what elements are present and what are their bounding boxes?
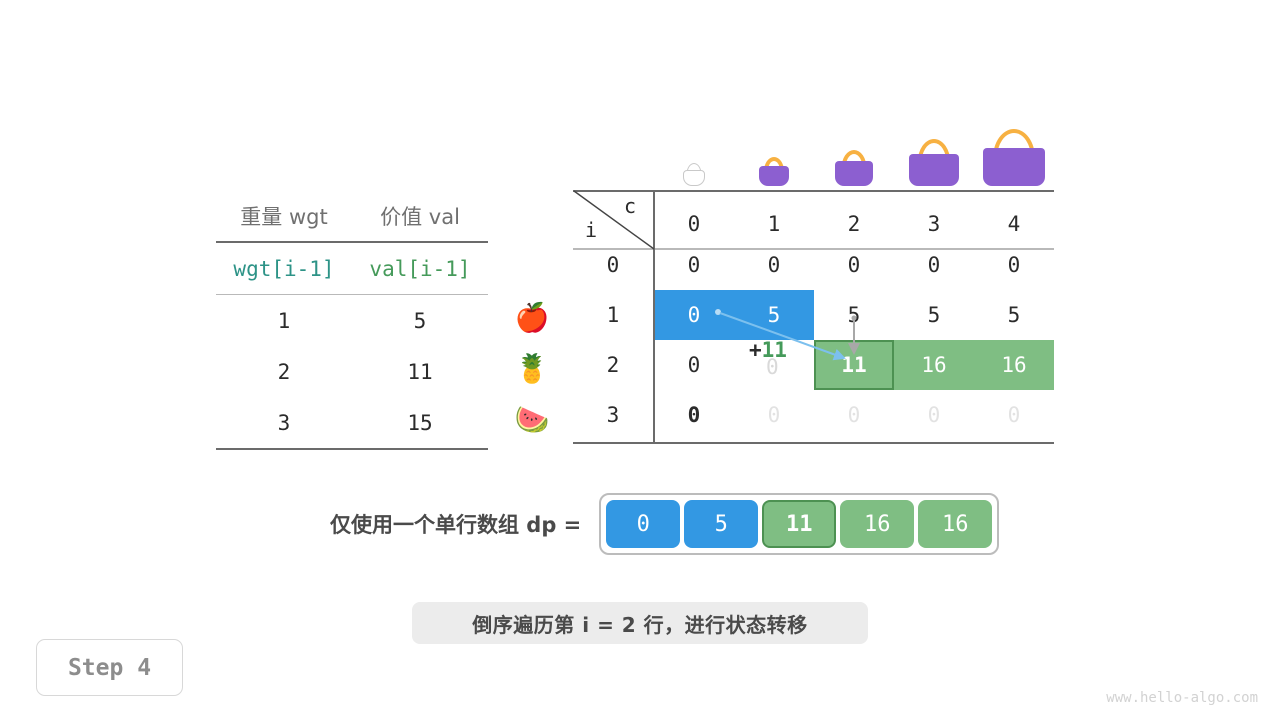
table-row: 3 15 [216, 397, 488, 449]
dp-col-header-0: 0 [687, 212, 701, 236]
dp-col-header-3: 3 [927, 212, 941, 236]
dp-cell-3-0: 0 [687, 403, 701, 427]
dp-array-cell-2[interactable]: 11 [762, 500, 837, 548]
dp-array-section: 仅使用一个单行数组 dp = 0 5 11 16 16 [330, 493, 1000, 555]
bag-slot-0 [654, 160, 734, 186]
item-value-3: 15 [407, 410, 433, 435]
dp-array-cell-0[interactable]: 0 [606, 500, 681, 548]
dp-array-cell-3[interactable]: 16 [840, 500, 915, 548]
dp-table: c i 0 1 2 3 4 0 1 2 3 0 0 0 0 0 0 5 5 5 … [573, 190, 1054, 444]
watermelon-icon: 🍉 [514, 402, 550, 436]
dp-cell-3-2: 0 [847, 403, 861, 427]
item-weight-2: 2 [277, 359, 291, 384]
dp-cell-2-3: 16 [921, 353, 947, 377]
item-table-grid: 重量 wgt 价值 val wgt[i-1] val[i-1] 1 5 2 11… [216, 190, 488, 451]
dp-cell-0-3: 0 [927, 253, 941, 277]
item-table-bottom-rule [216, 448, 488, 451]
dp-cell-0-0: 0 [687, 253, 701, 277]
caption-text: 倒序遍历第 i = 2 行，进行状态转移 [412, 602, 868, 644]
dp-cell-1-2: 5 [847, 303, 861, 327]
corner-diagonal-icon [573, 190, 655, 250]
dp-array-cell-4[interactable]: 16 [918, 500, 993, 548]
dp-cell-1-3: 5 [927, 303, 941, 327]
dp-cell-2-4: 16 [1001, 353, 1027, 377]
bag-size-1 [759, 153, 789, 186]
item-table: 重量 wgt 价值 val wgt[i-1] val[i-1] 1 5 2 11… [216, 190, 488, 451]
dp-cell-1-1: 5 [767, 303, 781, 327]
item-value-1: 5 [413, 308, 427, 333]
dp-cell-0-1: 0 [767, 253, 781, 277]
dp-cell-1-4: 5 [1007, 303, 1021, 327]
dp-row-header-0: 0 [606, 253, 620, 277]
bag-slot-4 [974, 124, 1054, 186]
watermark: www.hello-algo.com [1106, 690, 1258, 706]
dp-cell-0-2: 0 [847, 253, 861, 277]
dp-axis-label-item: i [585, 218, 598, 242]
table-row: 2 11 [216, 346, 488, 397]
step-badge: Step 4 [36, 639, 183, 696]
item-table-subheader-row: wgt[i-1] val[i-1] [216, 242, 488, 295]
bag-size-3 [909, 134, 959, 186]
dp-row-header-2: 2 [606, 353, 620, 377]
item-value-2: 11 [407, 359, 433, 384]
dp-row-header-3: 3 [606, 403, 620, 427]
bag-slot-2 [814, 145, 894, 186]
dp-array-label: 仅使用一个单行数组 dp = [330, 513, 582, 537]
dp-cell-2-0: 0 [687, 353, 701, 377]
dp-cell-1-0: 0 [687, 303, 701, 327]
dp-col-header-2: 2 [847, 212, 861, 236]
bag-slot-1 [734, 153, 814, 186]
table-row: 1 5 [216, 295, 488, 347]
dp-col-header-1: 1 [767, 212, 781, 236]
item-table-header-value: 价值 val [380, 204, 460, 229]
bag-size-4 [983, 124, 1045, 186]
dp-cell-3-1: 0 [767, 403, 781, 427]
dp-cell-2-2: 11 [841, 353, 867, 377]
dp-row-header-1: 1 [606, 303, 620, 327]
bag-size-2 [835, 145, 873, 186]
apple-icon: 🍎 [514, 300, 550, 334]
dp-cell-0-4: 0 [1007, 253, 1021, 277]
item-weight-1: 1 [277, 308, 291, 333]
item-table-header-weight: 重量 wgt [240, 204, 328, 229]
dp-cell-3-4: 0 [1007, 403, 1021, 427]
item-table-subheader-wgt: wgt[i-1] [233, 256, 335, 281]
bag-size-0 [683, 160, 705, 186]
bag-capacity-icon-row [654, 124, 1054, 186]
item-table-subheader-val: val[i-1] [369, 256, 471, 281]
bag-slot-3 [894, 134, 974, 186]
dp-transition-annotation: +11 [749, 338, 787, 362]
item-weight-3: 3 [277, 410, 291, 435]
pineapple-icon: 🍍 [514, 351, 550, 385]
dp-col-header-4: 4 [1007, 212, 1021, 236]
dp-cell-2-1-ghost-value: 0 [766, 355, 779, 379]
dp-annotation-value: 11 [761, 338, 787, 362]
dp-annotation-operator: + [749, 338, 762, 362]
dp-array-container: 0 5 11 16 16 [599, 493, 1000, 555]
dp-array-cell-1[interactable]: 5 [684, 500, 759, 548]
item-table-header-row: 重量 wgt 价值 val [216, 190, 488, 242]
fruit-icon-column: 🍎 🍍 🍉 [508, 292, 556, 445]
dp-axis-label-capacity: c [624, 194, 637, 218]
dp-cell-3-3: 0 [927, 403, 941, 427]
